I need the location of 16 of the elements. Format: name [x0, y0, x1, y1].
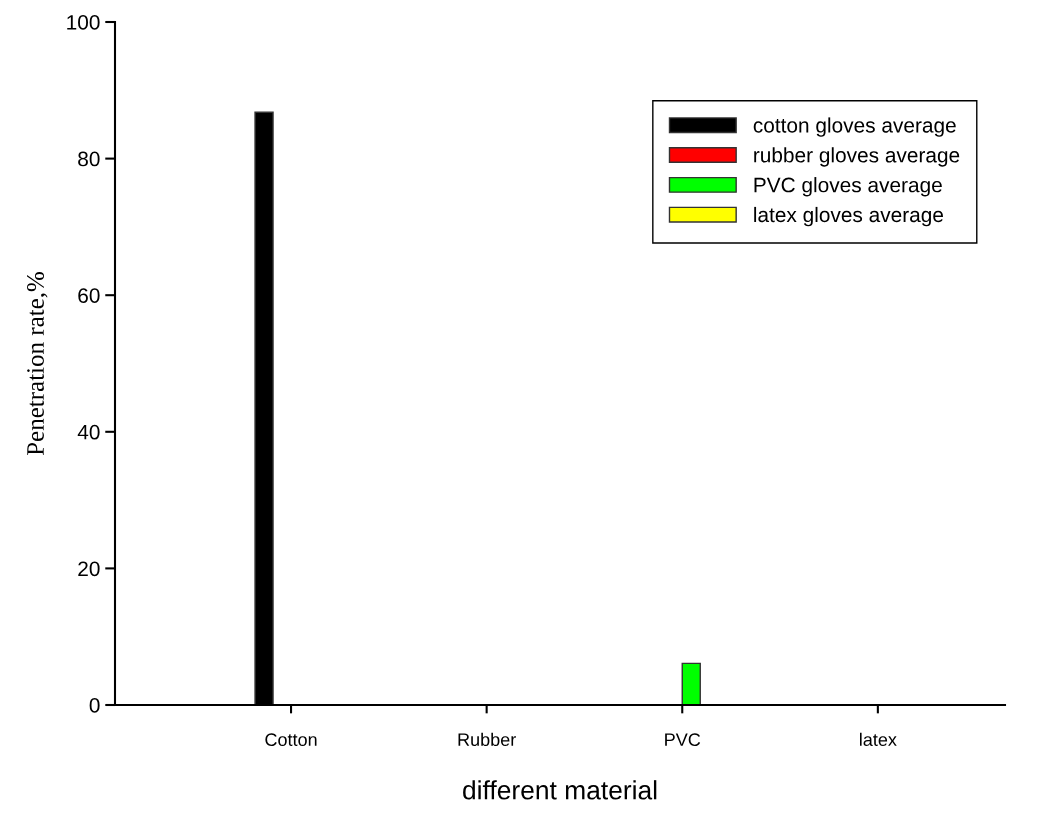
y-axis-title: Penetration rate,% [27, 272, 48, 456]
legend-label: PVC gloves average [754, 177, 942, 197]
y-tick-label: 0 [89, 698, 100, 713]
x-tick-label: Rubber [458, 732, 516, 747]
x-axis-title: different material [463, 780, 657, 800]
y-tick-label: 40 [77, 424, 100, 440]
y-tick-label: 60 [78, 288, 100, 303]
y-tick-label: 100 [67, 15, 100, 30]
legend-label: latex gloves average [754, 206, 943, 227]
x-tick-label: PVC [665, 733, 701, 747]
legend-label: rubber gloves average [754, 147, 960, 167]
legend-label: cotton gloves average [753, 117, 956, 137]
y-tick-label: 20 [78, 561, 100, 577]
x-tick-label: Cotton [265, 733, 317, 747]
x-tick-label: latex [860, 732, 897, 747]
y-tick-label: 80 [78, 151, 100, 167]
